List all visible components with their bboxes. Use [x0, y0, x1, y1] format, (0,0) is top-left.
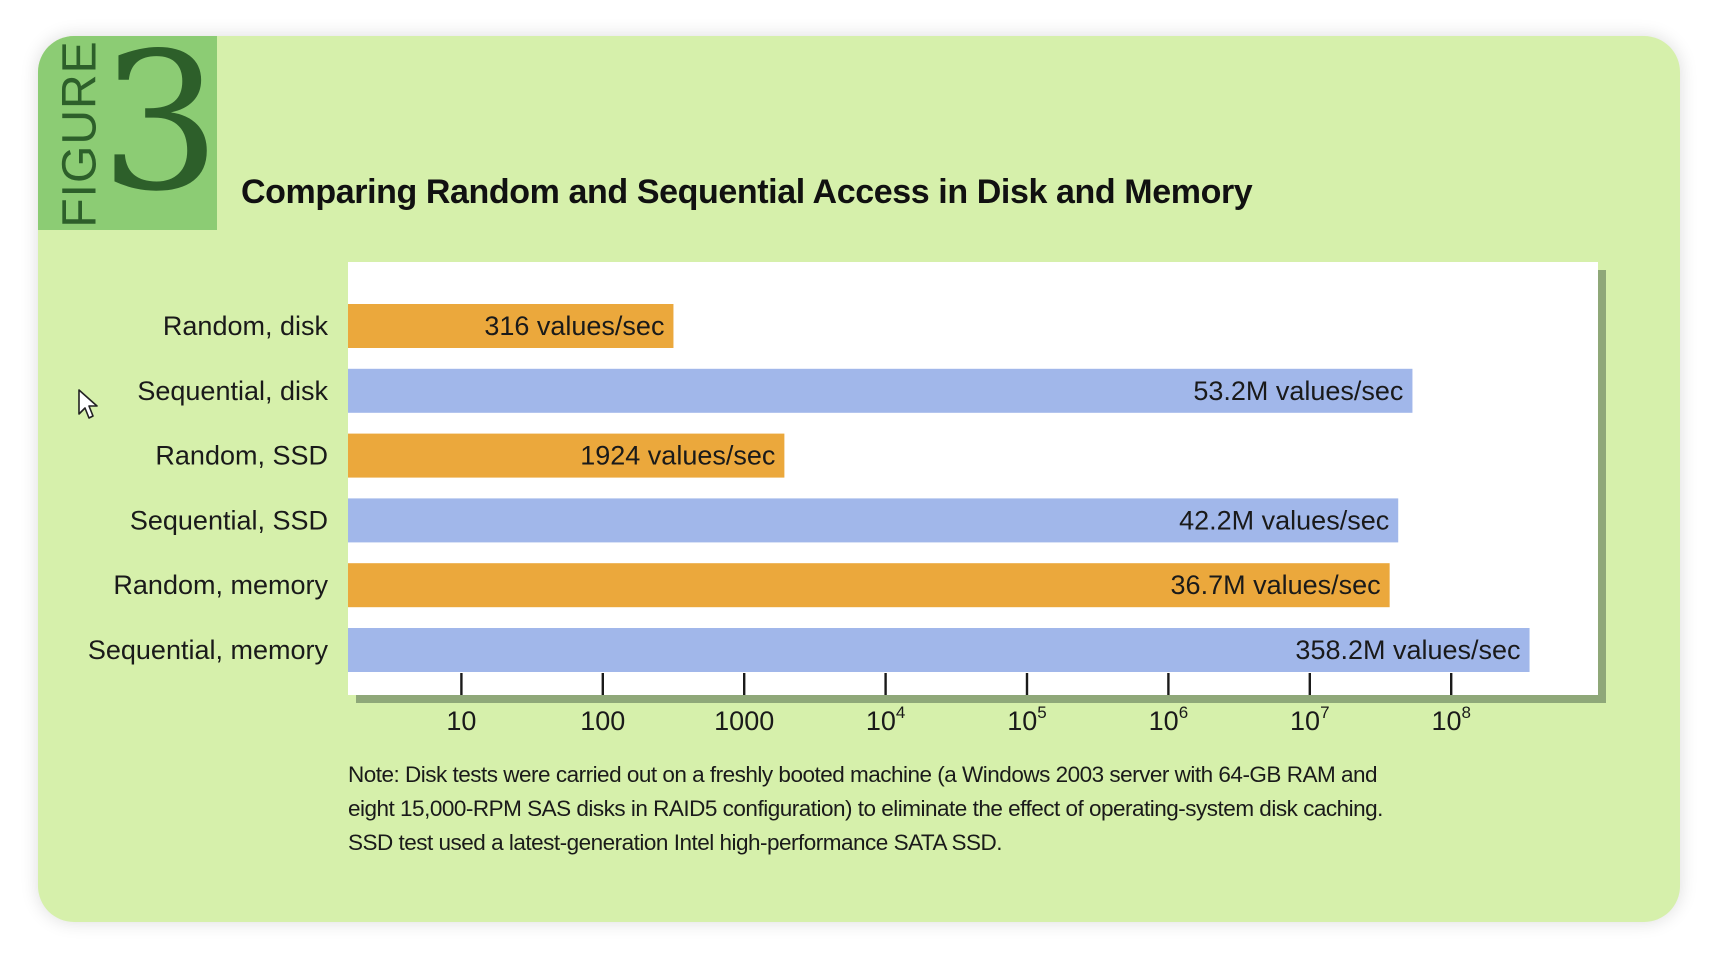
x-tick-label: 105	[1007, 703, 1047, 736]
x-tick-label: 104	[866, 703, 906, 736]
value-label: 358.2M values/sec	[1295, 635, 1520, 665]
category-label: Random, SSD	[155, 441, 328, 471]
note-line: eight 15,000-RPM SAS disks in RAID5 conf…	[348, 796, 1383, 821]
value-label: 316 values/sec	[484, 311, 664, 341]
value-label: 1924 values/sec	[580, 441, 775, 471]
category-label: Random, disk	[163, 311, 329, 341]
mouse-cursor-icon	[78, 389, 98, 419]
note-line: Note: Disk tests were carried out on a f…	[348, 762, 1377, 787]
x-tick-label: 1000	[714, 706, 774, 736]
bar-sequential	[348, 368, 1413, 413]
bar-sequential	[348, 498, 1399, 543]
bar-random	[348, 304, 674, 348]
bar-sequential	[348, 628, 1530, 672]
x-tick-label: 107	[1290, 703, 1330, 736]
x-tick-label: 10	[446, 706, 476, 736]
category-label: Random, memory	[113, 570, 328, 600]
chart-title: Comparing Random and Sequential Access i…	[241, 173, 1253, 211]
note-line: SSD test used a latest-generation Intel …	[348, 830, 1003, 855]
figure-number: 3	[100, 36, 221, 233]
bar-random	[348, 433, 785, 478]
figure-card: FIGURE 3 Comparing Random and Sequential…	[38, 36, 1680, 922]
x-tick-label: 108	[1431, 703, 1471, 736]
category-label: Sequential, SSD	[130, 505, 328, 535]
x-tick-label: 100	[580, 706, 625, 736]
value-label: 36.7M values/sec	[1171, 570, 1381, 600]
category-label: Sequential, disk	[137, 376, 328, 406]
value-label: 53.2M values/sec	[1193, 376, 1403, 406]
bar-random	[348, 563, 1390, 608]
figure-badge: FIGURE 3	[38, 36, 221, 230]
bar-chart: Random, disk 316 values/sec Sequential, di…	[88, 304, 1530, 736]
value-label: 42.2M values/sec	[1179, 505, 1389, 535]
category-label: Sequential, memory	[88, 635, 329, 665]
x-tick-label: 106	[1149, 703, 1189, 736]
chart-note: Note: Disk tests were carried out on a f…	[348, 758, 1578, 860]
